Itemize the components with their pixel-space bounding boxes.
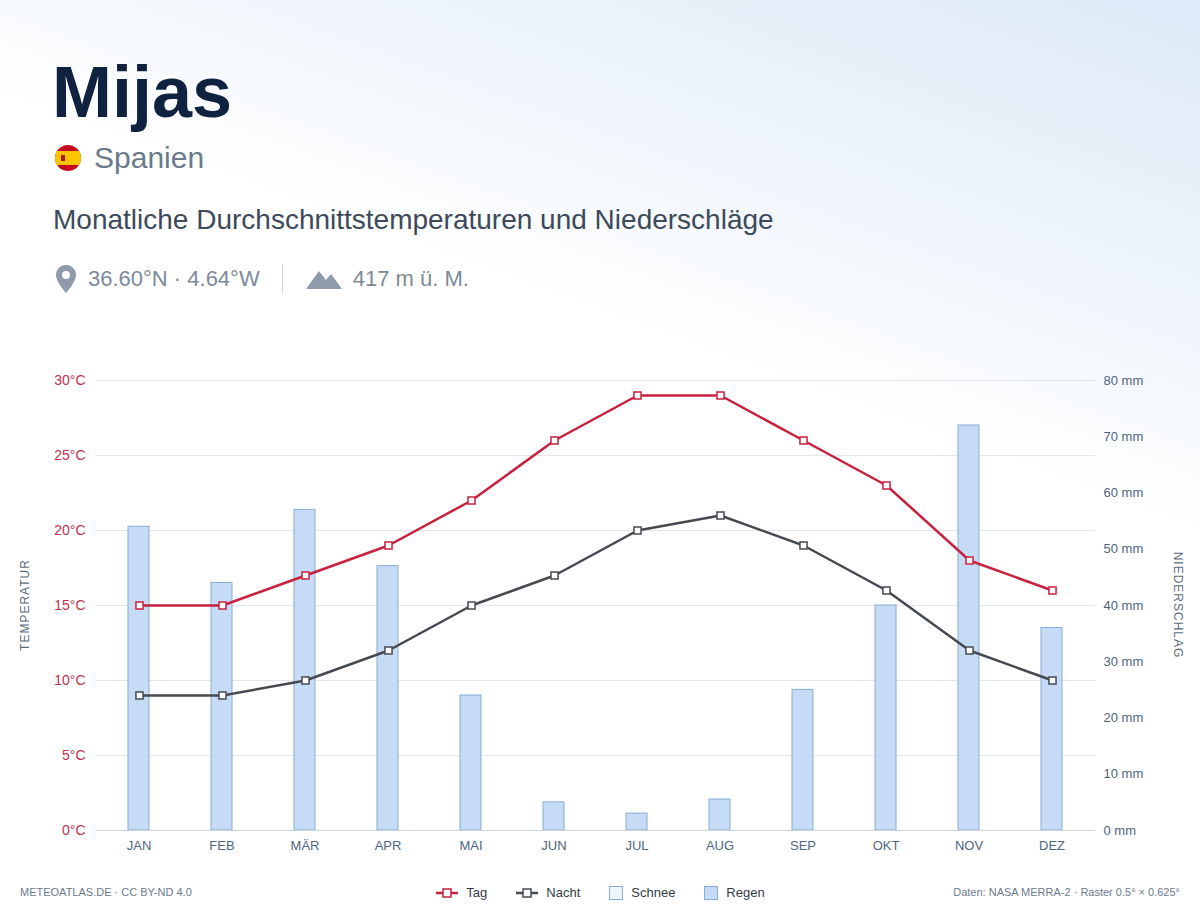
html-text:Daten: NASA MERRA-2 · Raster 0: Daten: NASA MERRA-2 · Raster 0.5° × 0.62… bbox=[953, 886, 1180, 898]
svg-text:50 mm: 50 mm bbox=[1104, 541, 1144, 556]
svg-text:5°C: 5°C bbox=[62, 747, 86, 763]
svg-text:JAN: JAN bbox=[127, 838, 152, 853]
html-text:Tag: Tag bbox=[466, 885, 488, 900]
html-text:TEMPERATUR: TEMPERATUR bbox=[18, 559, 32, 651]
svg-text:60 mm: 60 mm bbox=[1104, 485, 1144, 500]
svg-text:MÄR: MÄR bbox=[291, 838, 320, 853]
svg-text:10°C: 10°C bbox=[54, 672, 85, 688]
html-text:METEOATLAS.DE · CC BY-ND 4.0: METEOATLAS.DE · CC BY-ND 4.0 bbox=[20, 886, 192, 898]
svg-text:0°C: 0°C bbox=[62, 822, 86, 838]
svg-text:AUG: AUG bbox=[706, 838, 734, 853]
svg-text:JUN: JUN bbox=[541, 838, 566, 853]
html-text:NIEDERSCHLAG: NIEDERSCHLAG bbox=[1171, 551, 1185, 659]
svg-text:FEB: FEB bbox=[209, 838, 234, 853]
svg-text:70 mm: 70 mm bbox=[1104, 429, 1144, 444]
svg-text:DEZ: DEZ bbox=[1039, 838, 1065, 853]
svg-text:40 mm: 40 mm bbox=[1104, 598, 1144, 613]
svg-text:20°C: 20°C bbox=[54, 522, 85, 538]
html-text:36.60°N · 4.64°W: 36.60°N · 4.64°W bbox=[88, 266, 260, 291]
svg-text:80 mm: 80 mm bbox=[1104, 373, 1144, 388]
html-text:Spanien: Spanien bbox=[94, 141, 205, 174]
svg-text:OKT: OKT bbox=[873, 838, 900, 853]
svg-text:30°C: 30°C bbox=[54, 372, 85, 388]
svg-text:15°C: 15°C bbox=[54, 597, 85, 613]
html-text:Monatliche Durchschnittstemper: Monatliche Durchschnittstemperaturen und… bbox=[53, 204, 774, 235]
svg-text:30 mm: 30 mm bbox=[1104, 654, 1144, 669]
html-text:Schnee: Schnee bbox=[631, 885, 676, 900]
svg-text:25°C: 25°C bbox=[54, 447, 85, 463]
html-text:Regen: Regen bbox=[726, 885, 765, 900]
svg-text:SEP: SEP bbox=[790, 838, 816, 853]
svg-text:10 mm: 10 mm bbox=[1104, 766, 1144, 781]
svg-text:NOV: NOV bbox=[955, 838, 984, 853]
svg-text:JUL: JUL bbox=[625, 838, 648, 853]
html-text:417 m ü. M.: 417 m ü. M. bbox=[352, 266, 469, 291]
svg-text:20 mm: 20 mm bbox=[1104, 710, 1144, 725]
html-text:Nacht: Nacht bbox=[546, 885, 581, 900]
svg-text:MAI: MAI bbox=[459, 838, 482, 853]
svg-text:APR: APR bbox=[375, 838, 402, 853]
svg-text:0 mm: 0 mm bbox=[1104, 823, 1137, 838]
html-text:Mijas: Mijas bbox=[52, 52, 233, 132]
